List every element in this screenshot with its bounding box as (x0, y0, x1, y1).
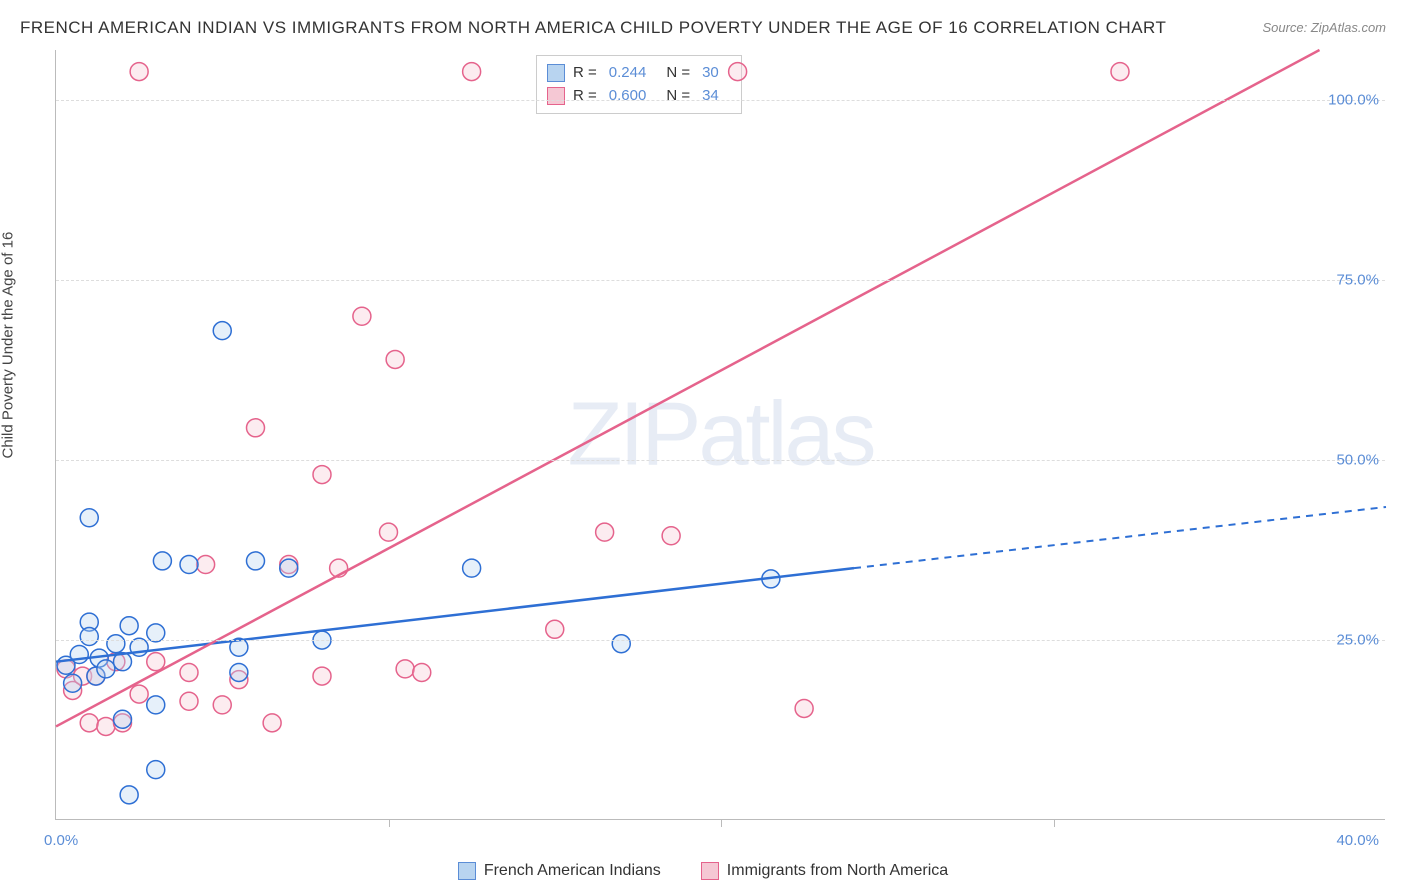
scatter-point (463, 63, 481, 81)
scatter-point (97, 717, 115, 735)
scatter-point (396, 660, 414, 678)
y-axis-label: Child Poverty Under the Age of 16 (0, 232, 17, 459)
scatter-plot-svg (56, 50, 1385, 819)
scatter-point (729, 63, 747, 81)
scatter-point (463, 559, 481, 577)
scatter-point (97, 660, 115, 678)
scatter-point (197, 556, 215, 574)
legend-label: Immigrants from North America (727, 862, 948, 880)
gridline (56, 280, 1385, 281)
legend-swatch-blue (458, 862, 476, 880)
scatter-point (413, 663, 431, 681)
y-tick-label: 50.0% (1336, 452, 1379, 469)
scatter-point (386, 350, 404, 368)
scatter-point (107, 635, 125, 653)
scatter-point (80, 627, 98, 645)
scatter-point (80, 714, 98, 732)
plot-area: ZIPatlas R = 0.244 N = 30 R = 0.600 N = … (55, 50, 1385, 820)
legend-item: French American Indians (458, 862, 661, 880)
scatter-point (180, 556, 198, 574)
series-legend: French American Indians Immigrants from … (0, 862, 1406, 880)
scatter-point (180, 663, 198, 681)
scatter-point (120, 617, 138, 635)
scatter-point (662, 527, 680, 545)
x-tick (389, 819, 390, 827)
regression-line-pink (56, 50, 1320, 726)
scatter-point (612, 635, 630, 653)
scatter-point (64, 674, 82, 692)
scatter-point (153, 552, 171, 570)
scatter-point (147, 761, 165, 779)
source-label: Source: ZipAtlas.com (1262, 20, 1386, 35)
scatter-point (114, 710, 132, 728)
x-tick (1054, 819, 1055, 827)
gridline (56, 460, 1385, 461)
scatter-point (130, 63, 148, 81)
scatter-point (213, 696, 231, 714)
x-axis-min-label: 0.0% (44, 832, 78, 849)
gridline (56, 640, 1385, 641)
scatter-point (596, 523, 614, 541)
y-tick-label: 75.0% (1336, 272, 1379, 289)
scatter-point (1111, 63, 1129, 81)
scatter-point (180, 692, 198, 710)
chart-title: FRENCH AMERICAN INDIAN VS IMMIGRANTS FRO… (20, 18, 1166, 38)
scatter-point (130, 685, 148, 703)
scatter-point (213, 322, 231, 340)
x-axis-max-label: 40.0% (1336, 832, 1379, 849)
scatter-point (546, 620, 564, 638)
scatter-point (80, 509, 98, 527)
scatter-point (247, 419, 265, 437)
x-tick (721, 819, 722, 827)
scatter-point (353, 307, 371, 325)
legend-swatch-pink (701, 862, 719, 880)
scatter-point (795, 699, 813, 717)
y-tick-label: 100.0% (1328, 92, 1379, 109)
regression-line-blue (56, 568, 854, 662)
legend-label: French American Indians (484, 862, 661, 880)
scatter-point (263, 714, 281, 732)
scatter-point (147, 696, 165, 714)
scatter-point (120, 786, 138, 804)
scatter-point (247, 552, 265, 570)
gridline (56, 100, 1385, 101)
regression-line-blue-dashed (854, 507, 1386, 568)
scatter-point (280, 559, 298, 577)
scatter-point (380, 523, 398, 541)
scatter-point (313, 667, 331, 685)
y-tick-label: 25.0% (1336, 632, 1379, 649)
legend-item: Immigrants from North America (701, 862, 948, 880)
scatter-point (313, 466, 331, 484)
scatter-point (230, 663, 248, 681)
scatter-point (147, 653, 165, 671)
